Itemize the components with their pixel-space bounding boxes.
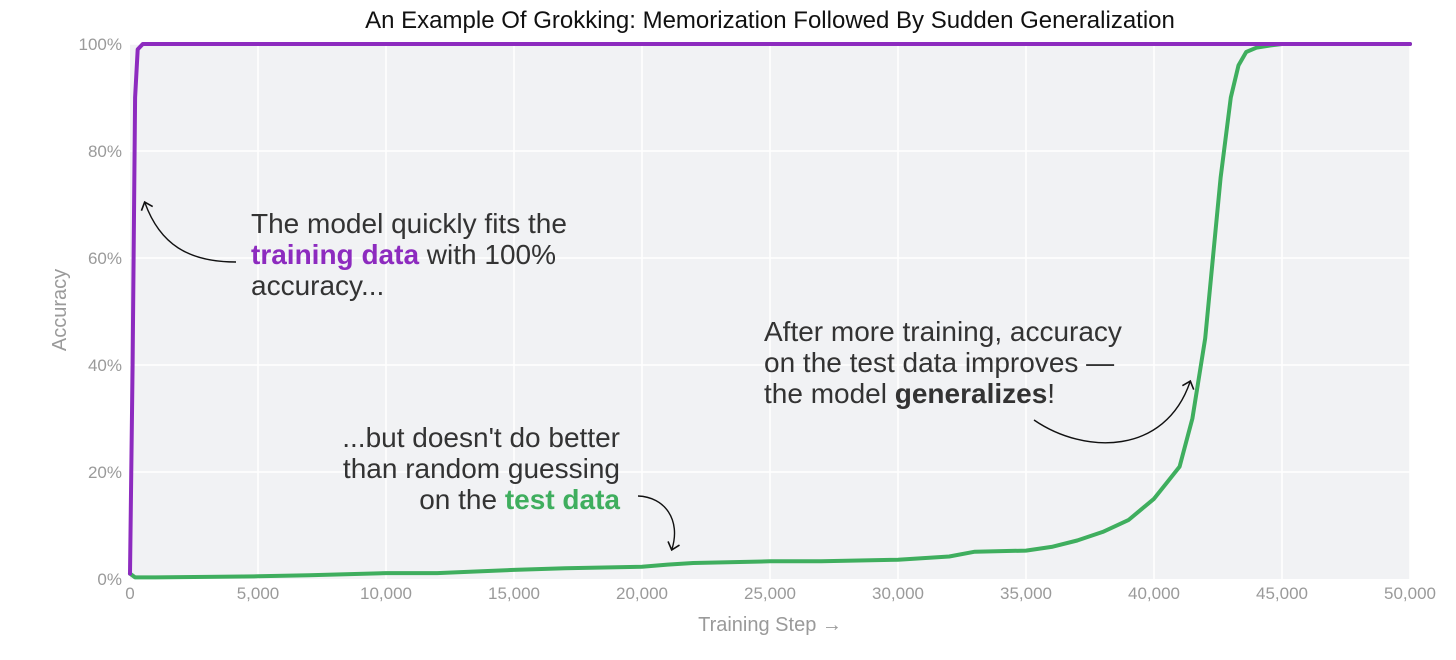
chart-title: An Example Of Grokking: Memorization Fol… [365, 7, 1175, 34]
gen-annotation-line: on the test data improves — [764, 347, 1114, 378]
annotation-text-span: ...but doesn't do better [342, 422, 620, 453]
annotation-text-span: on the [419, 484, 505, 515]
gen-annotation-line: the model generalizes! [764, 378, 1055, 409]
y-tick-label: 80% [88, 142, 122, 161]
test-annotation-line: than random guessing [343, 453, 620, 484]
x-tick-label: 50,000 [1384, 584, 1436, 603]
x-axis-ticks: 0 5,000 10,000 15,000 20,000 25,000 30,000 35,0… [125, 584, 1436, 603]
annotation-text-span: than random guessing [343, 453, 620, 484]
train-annotation-line: training data with 100% [251, 239, 556, 270]
x-tick-label: 40,000 [1128, 584, 1180, 603]
generalization-annotation-arrow [1033, 379, 1195, 444]
annotation-text-span: After more training, accuracy [764, 316, 1122, 347]
train-annotation-line: accuracy... [251, 270, 384, 301]
test-highlight-text: test data [505, 484, 621, 515]
x-tick-label: 45,000 [1256, 584, 1308, 603]
test-annotation-line: on the test data [419, 484, 620, 515]
series-group [128, 42, 1412, 580]
x-tick-label: 20,000 [616, 584, 668, 603]
test-annotation-arrow [637, 495, 680, 552]
annotation-text-span: accuracy... [251, 270, 384, 301]
y-tick-label: 60% [88, 249, 122, 268]
y-tick-label: 0% [97, 570, 122, 589]
x-tick-label: 15,000 [488, 584, 540, 603]
gen-annotation-line: After more training, accuracy [764, 316, 1122, 347]
x-tick-label: 35,000 [1000, 584, 1052, 603]
y-tick-label: 100% [79, 35, 122, 54]
annotation-text-span: ! [1047, 378, 1055, 409]
y-tick-label: 40% [88, 356, 122, 375]
test-annotation-line: ...but doesn't do better [342, 422, 620, 453]
gen-highlight-text: generalizes [895, 378, 1048, 409]
x-axis-label: Training Step → [698, 614, 842, 636]
test-data-series-line [128, 42, 1412, 580]
annotation-text-span: with 100% [419, 239, 556, 270]
x-tick-label: 0 [125, 584, 134, 603]
x-tick-label: 5,000 [237, 584, 280, 603]
train-highlight-text: training data [251, 239, 419, 270]
annotation-text-span: the model [764, 378, 895, 409]
x-tick-label: 10,000 [360, 584, 412, 603]
y-tick-label: 20% [88, 463, 122, 482]
y-axis-label: Accuracy [49, 269, 71, 351]
train-annotation-line: The model quickly fits the [251, 208, 567, 239]
y-axis-ticks: 0% 20% 40% 60% 80% 100% [79, 35, 122, 589]
x-tick-label: 25,000 [744, 584, 796, 603]
training-data-series-line [128, 42, 1412, 576]
x-tick-label: 30,000 [872, 584, 924, 603]
train-annotation-arrow [140, 200, 237, 263]
annotation-text-span: on the test data improves — [764, 347, 1114, 378]
annotation-text-span: The model quickly fits the [251, 208, 567, 239]
